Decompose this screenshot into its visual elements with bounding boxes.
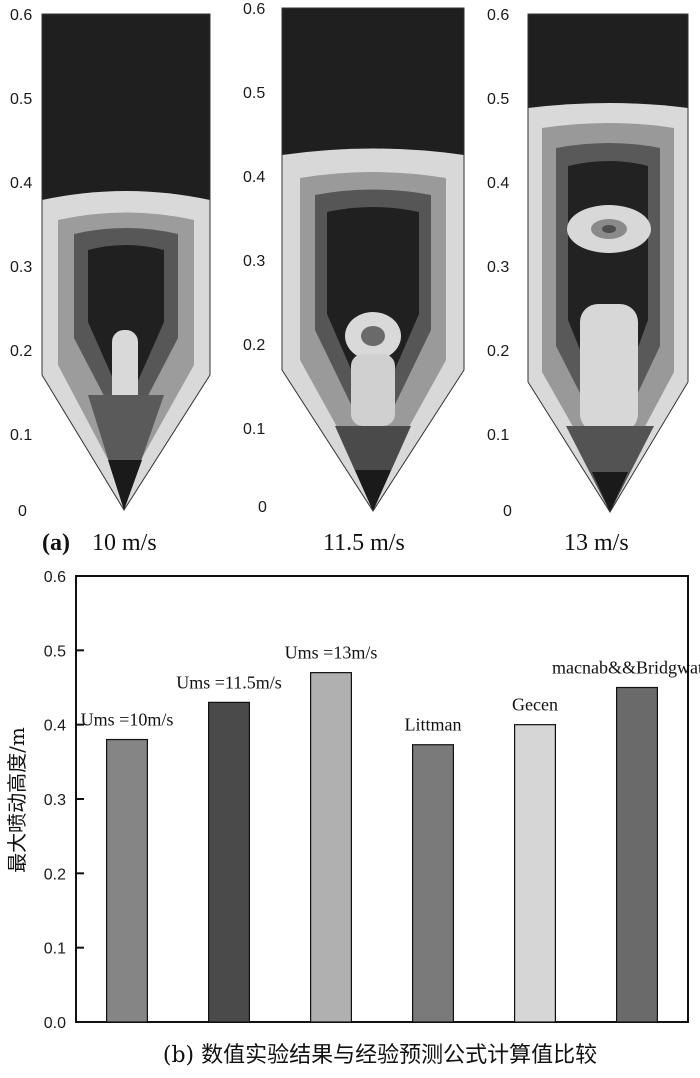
y-tick-label: 0.6 [44, 569, 66, 586]
bar-label: Ums =13m/s [285, 643, 378, 663]
subplot-caption: 10 m/s [92, 530, 157, 556]
y-tick-label: 0.2 [44, 866, 66, 883]
contour-axis-3: 0.6 0.5 0.4 0.3 0.2 0.1 0 [487, 7, 512, 520]
contour-y-tick: 0.3 [10, 259, 32, 276]
y-axis-title: 最大喷动高度/m [5, 727, 29, 873]
contour-subplot-13 [527, 13, 689, 513]
bar [105, 738, 148, 1023]
contour-y-tick: 0 [18, 503, 27, 520]
contour-y-tick: 0.3 [487, 259, 509, 276]
contour-y-tick: 0.4 [243, 169, 265, 186]
bar-label: Ums =11.5m/s [176, 672, 282, 692]
contour-y-tick: 0 [503, 503, 512, 520]
bars-group [105, 672, 658, 1023]
contour-subplot-11-5 [281, 7, 465, 512]
plot-area [75, 575, 689, 1023]
bar-label: macnab&&Bridgwateri [552, 658, 700, 678]
subplot-caption: 13 m/s [564, 530, 629, 556]
contour-y-tick: 0 [258, 499, 267, 516]
contour-y-tick: 0.1 [10, 427, 32, 444]
bar [513, 724, 556, 1023]
y-tick-label: 0.5 [44, 643, 66, 660]
contour-axis-2: 0.6 0.5 0.4 0.3 0.2 0.1 0 [243, 1, 267, 516]
contour-y-tick: 0.5 [10, 91, 32, 108]
contour-y-tick: 0.3 [243, 253, 265, 270]
panel-a-label: (a) [42, 530, 70, 556]
contour-y-tick: 0.4 [487, 175, 509, 192]
contour-y-tick: 0.4 [10, 175, 32, 192]
chart-caption: (b) 数值实验结果与经验预测公式计算值比较 [163, 1043, 597, 1068]
contour-y-tick: 0.5 [487, 91, 509, 108]
bar-label: Gecen [512, 695, 558, 715]
bar [615, 686, 658, 1023]
subplot-caption: 11.5 m/s [323, 530, 405, 556]
bar [208, 701, 251, 1023]
contour-y-tick: 0.1 [243, 421, 265, 438]
contour-y-tick: 0.6 [10, 7, 32, 24]
contour-y-tick: 0.2 [243, 337, 265, 354]
contour-y-tick: 0.1 [487, 427, 509, 444]
y-tick-label: 0.0 [44, 1015, 66, 1032]
contour-y-tick: 0.6 [487, 7, 509, 24]
y-tick-label: 0.1 [44, 941, 66, 958]
bar-label: Littman [405, 715, 462, 735]
contour-y-tick: 0.2 [10, 343, 32, 360]
y-tick-label: 0.4 [44, 718, 66, 735]
y-axis: 0.0 0.1 0.2 0.3 0.4 0.5 0.6 [44, 569, 84, 1032]
bar [310, 672, 353, 1023]
bar-label: Ums =10m/s [81, 710, 174, 730]
contour-subplot-10 [41, 13, 211, 511]
contour-axis-1: 0.6 0.5 0.4 0.3 0.2 0.1 0 [10, 7, 32, 520]
contour-y-tick: 0.6 [243, 1, 265, 18]
y-tick-label: 0.3 [44, 792, 66, 809]
contour-y-tick: 0.2 [487, 343, 509, 360]
contour-y-tick: 0.5 [243, 85, 265, 102]
bar [412, 744, 455, 1023]
